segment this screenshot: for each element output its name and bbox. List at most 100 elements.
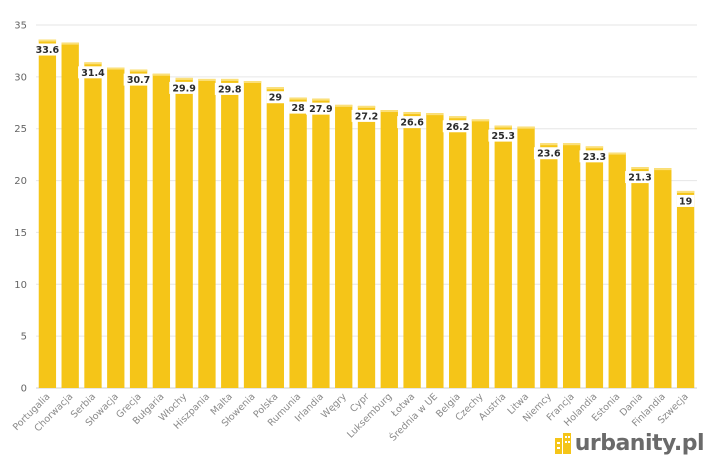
data-label: 26.2: [446, 122, 469, 133]
bar-cap: [175, 77, 193, 80]
bar: [129, 69, 148, 389]
y-tick-label: 10: [14, 280, 27, 291]
data-label-bg: [123, 73, 154, 86]
bar-cap: [335, 104, 353, 107]
data-label: 25.3: [492, 131, 515, 142]
data-label-bg: [397, 116, 427, 129]
bar-cap: [471, 119, 490, 122]
data-label: 33.6: [36, 45, 60, 56]
bar: [608, 152, 626, 388]
bar-cap: [380, 110, 398, 113]
urbanity-logo: urbanity.pl: [554, 428, 705, 458]
bar: [266, 87, 284, 388]
data-label: 21.3: [628, 173, 651, 184]
y-tick-label: 30: [14, 72, 27, 83]
data-label-bg: [351, 109, 382, 122]
bar: [289, 97, 307, 388]
data-label: 26.6: [400, 118, 424, 129]
data-label-bg: [579, 150, 610, 163]
bar: [585, 146, 604, 388]
bar-cap: [426, 113, 444, 116]
data-label-bg: [676, 194, 695, 207]
bar-cap: [129, 69, 148, 72]
data-label-bg: [533, 147, 564, 160]
y-tick-label: 20: [14, 176, 27, 187]
data-label: 19: [679, 196, 692, 207]
bar-cap: [38, 39, 57, 42]
bar: [152, 73, 171, 388]
data-label: 23.6: [537, 149, 561, 160]
bar-cap: [107, 67, 125, 70]
bar: [449, 116, 467, 389]
data-label: 23.3: [583, 152, 606, 163]
data-label: 31.4: [81, 68, 105, 79]
data-label: 27.2: [355, 111, 378, 122]
data-label: 27.9: [309, 104, 332, 115]
bar-cap: [403, 112, 421, 115]
bar: [198, 78, 216, 388]
bar: [426, 113, 444, 389]
bar: [243, 81, 262, 389]
bar: [61, 42, 79, 388]
bar: [312, 98, 330, 388]
bar-cap: [676, 190, 695, 193]
bar: [357, 105, 376, 388]
bar: [221, 78, 239, 388]
bar-cap: [198, 78, 216, 81]
bar-cap: [152, 73, 171, 76]
data-label-bg: [289, 101, 307, 114]
y-tick-label: 0: [21, 384, 27, 395]
data-label-bg: [625, 171, 655, 184]
data-label: 30.7: [127, 75, 150, 86]
bar: [175, 77, 193, 388]
bar-cap: [585, 146, 604, 149]
y-tick-label: 35: [14, 21, 27, 32]
bar: [84, 62, 102, 388]
bar: [107, 67, 125, 388]
data-label-bg: [306, 102, 336, 115]
bar: [540, 143, 558, 388]
bar-cap: [449, 116, 467, 119]
bar-cap: [243, 81, 262, 84]
bar: [631, 167, 649, 388]
data-label-bg: [266, 91, 285, 104]
bar: [380, 110, 398, 388]
bar: [494, 125, 512, 389]
data-label: 29.8: [218, 84, 242, 95]
bar-cap: [312, 98, 330, 101]
bars: 33.6 31.4 30.7 29.9 29.8 29 28 27.9 27.2 26.6 26.2…: [32, 39, 695, 389]
bar: [676, 190, 695, 388]
building-icon: [554, 433, 571, 454]
bar-cap: [357, 105, 376, 108]
bar-cap: [654, 168, 672, 171]
bar-cap: [540, 143, 558, 146]
data-label-bg: [32, 43, 63, 56]
bar-cap: [221, 78, 239, 81]
data-label-bg: [78, 66, 108, 79]
bar-cap: [84, 62, 102, 65]
bar-cap: [494, 125, 512, 128]
data-label: 28: [292, 103, 306, 114]
bar-cap: [266, 87, 284, 90]
bar-cap: [608, 152, 626, 155]
data-label: 29.9: [172, 83, 195, 94]
y-tick-label: 15: [14, 228, 27, 239]
bar: [654, 168, 672, 388]
bar-cap: [517, 126, 535, 129]
y-axis: 0 5 10 15 20 25 30 35: [14, 21, 27, 395]
data-label-bg: [442, 120, 473, 133]
bar-cap: [562, 143, 581, 146]
data-label-bg: [488, 129, 519, 142]
bar-cap: [631, 167, 649, 170]
bar: [471, 119, 490, 388]
bar: [335, 104, 353, 389]
y-tick-label: 25: [14, 124, 27, 135]
bar: [403, 112, 421, 389]
data-label: 29: [269, 93, 282, 104]
bar: [517, 126, 535, 388]
data-label-bg: [214, 82, 245, 95]
y-tick-label: 5: [21, 332, 27, 343]
bar-cap: [289, 97, 307, 100]
bar: [38, 39, 57, 389]
